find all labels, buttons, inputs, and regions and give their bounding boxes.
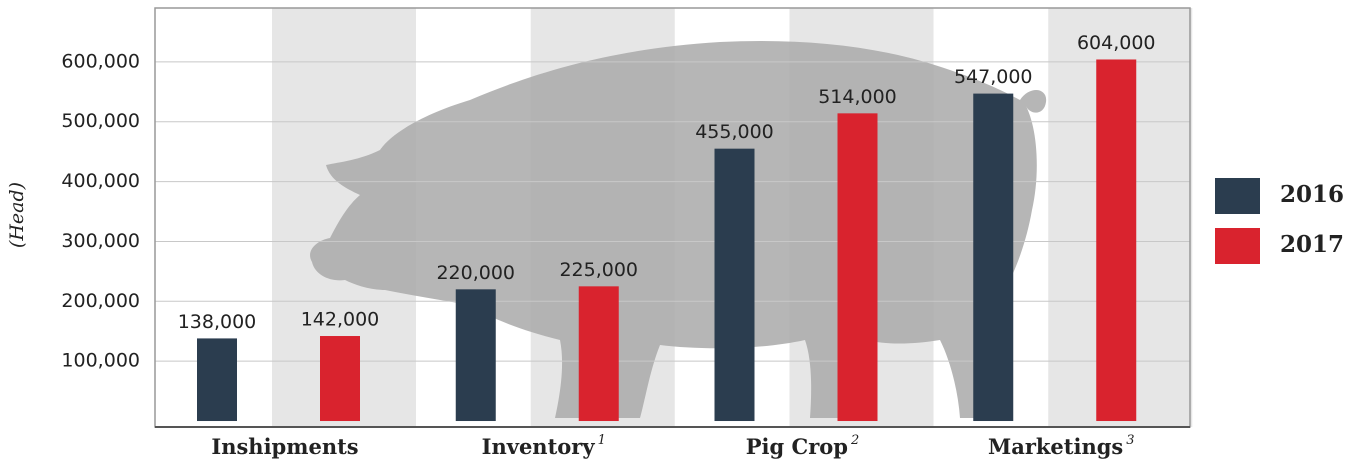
footnote-marker: 2 — [850, 433, 859, 448]
y-tick-label: 300,000 — [61, 230, 140, 252]
y-tick-label: 100,000 — [61, 350, 140, 372]
category-name: Inshipments — [211, 434, 358, 459]
y-tick-label: 400,000 — [61, 170, 140, 192]
bar — [973, 93, 1014, 422]
value-label: 455,000 — [695, 121, 774, 143]
footnote-marker: 3 — [1126, 433, 1134, 448]
bar — [320, 336, 360, 422]
y-axis-label: (Head) — [6, 182, 28, 248]
legend-swatch — [1215, 178, 1260, 214]
value-label: 547,000 — [954, 66, 1033, 88]
x-tick-label: Pig Crop 2 — [746, 433, 860, 459]
bar — [714, 148, 755, 422]
value-label: 604,000 — [1077, 32, 1156, 54]
x-tick-label: Inshipments — [211, 434, 358, 459]
legend-swatch — [1215, 228, 1260, 264]
y-tick-label: 600,000 — [61, 50, 140, 72]
category-name: Marketings — [988, 434, 1123, 459]
y-tick-label: 200,000 — [61, 290, 140, 312]
category-name: Inventory — [482, 434, 596, 459]
value-label: 225,000 — [559, 259, 638, 281]
value-label: 220,000 — [436, 262, 515, 284]
category-name: Pig Crop — [746, 434, 848, 459]
footnote-marker: 1 — [598, 433, 606, 448]
value-label: 138,000 — [178, 311, 257, 333]
x-tick-label: Marketings 3 — [988, 433, 1135, 459]
value-label: 514,000 — [818, 86, 897, 108]
y-tick-label: 500,000 — [61, 110, 140, 132]
value-label: 142,000 — [301, 309, 380, 331]
bar — [1096, 59, 1137, 422]
legend-label: 2017 — [1280, 231, 1344, 258]
legend-label: 2016 — [1280, 181, 1344, 208]
bar — [455, 289, 496, 422]
bar — [578, 286, 619, 422]
x-tick-label: Inventory 1 — [482, 433, 606, 459]
bar — [197, 338, 237, 422]
bar — [837, 113, 878, 422]
